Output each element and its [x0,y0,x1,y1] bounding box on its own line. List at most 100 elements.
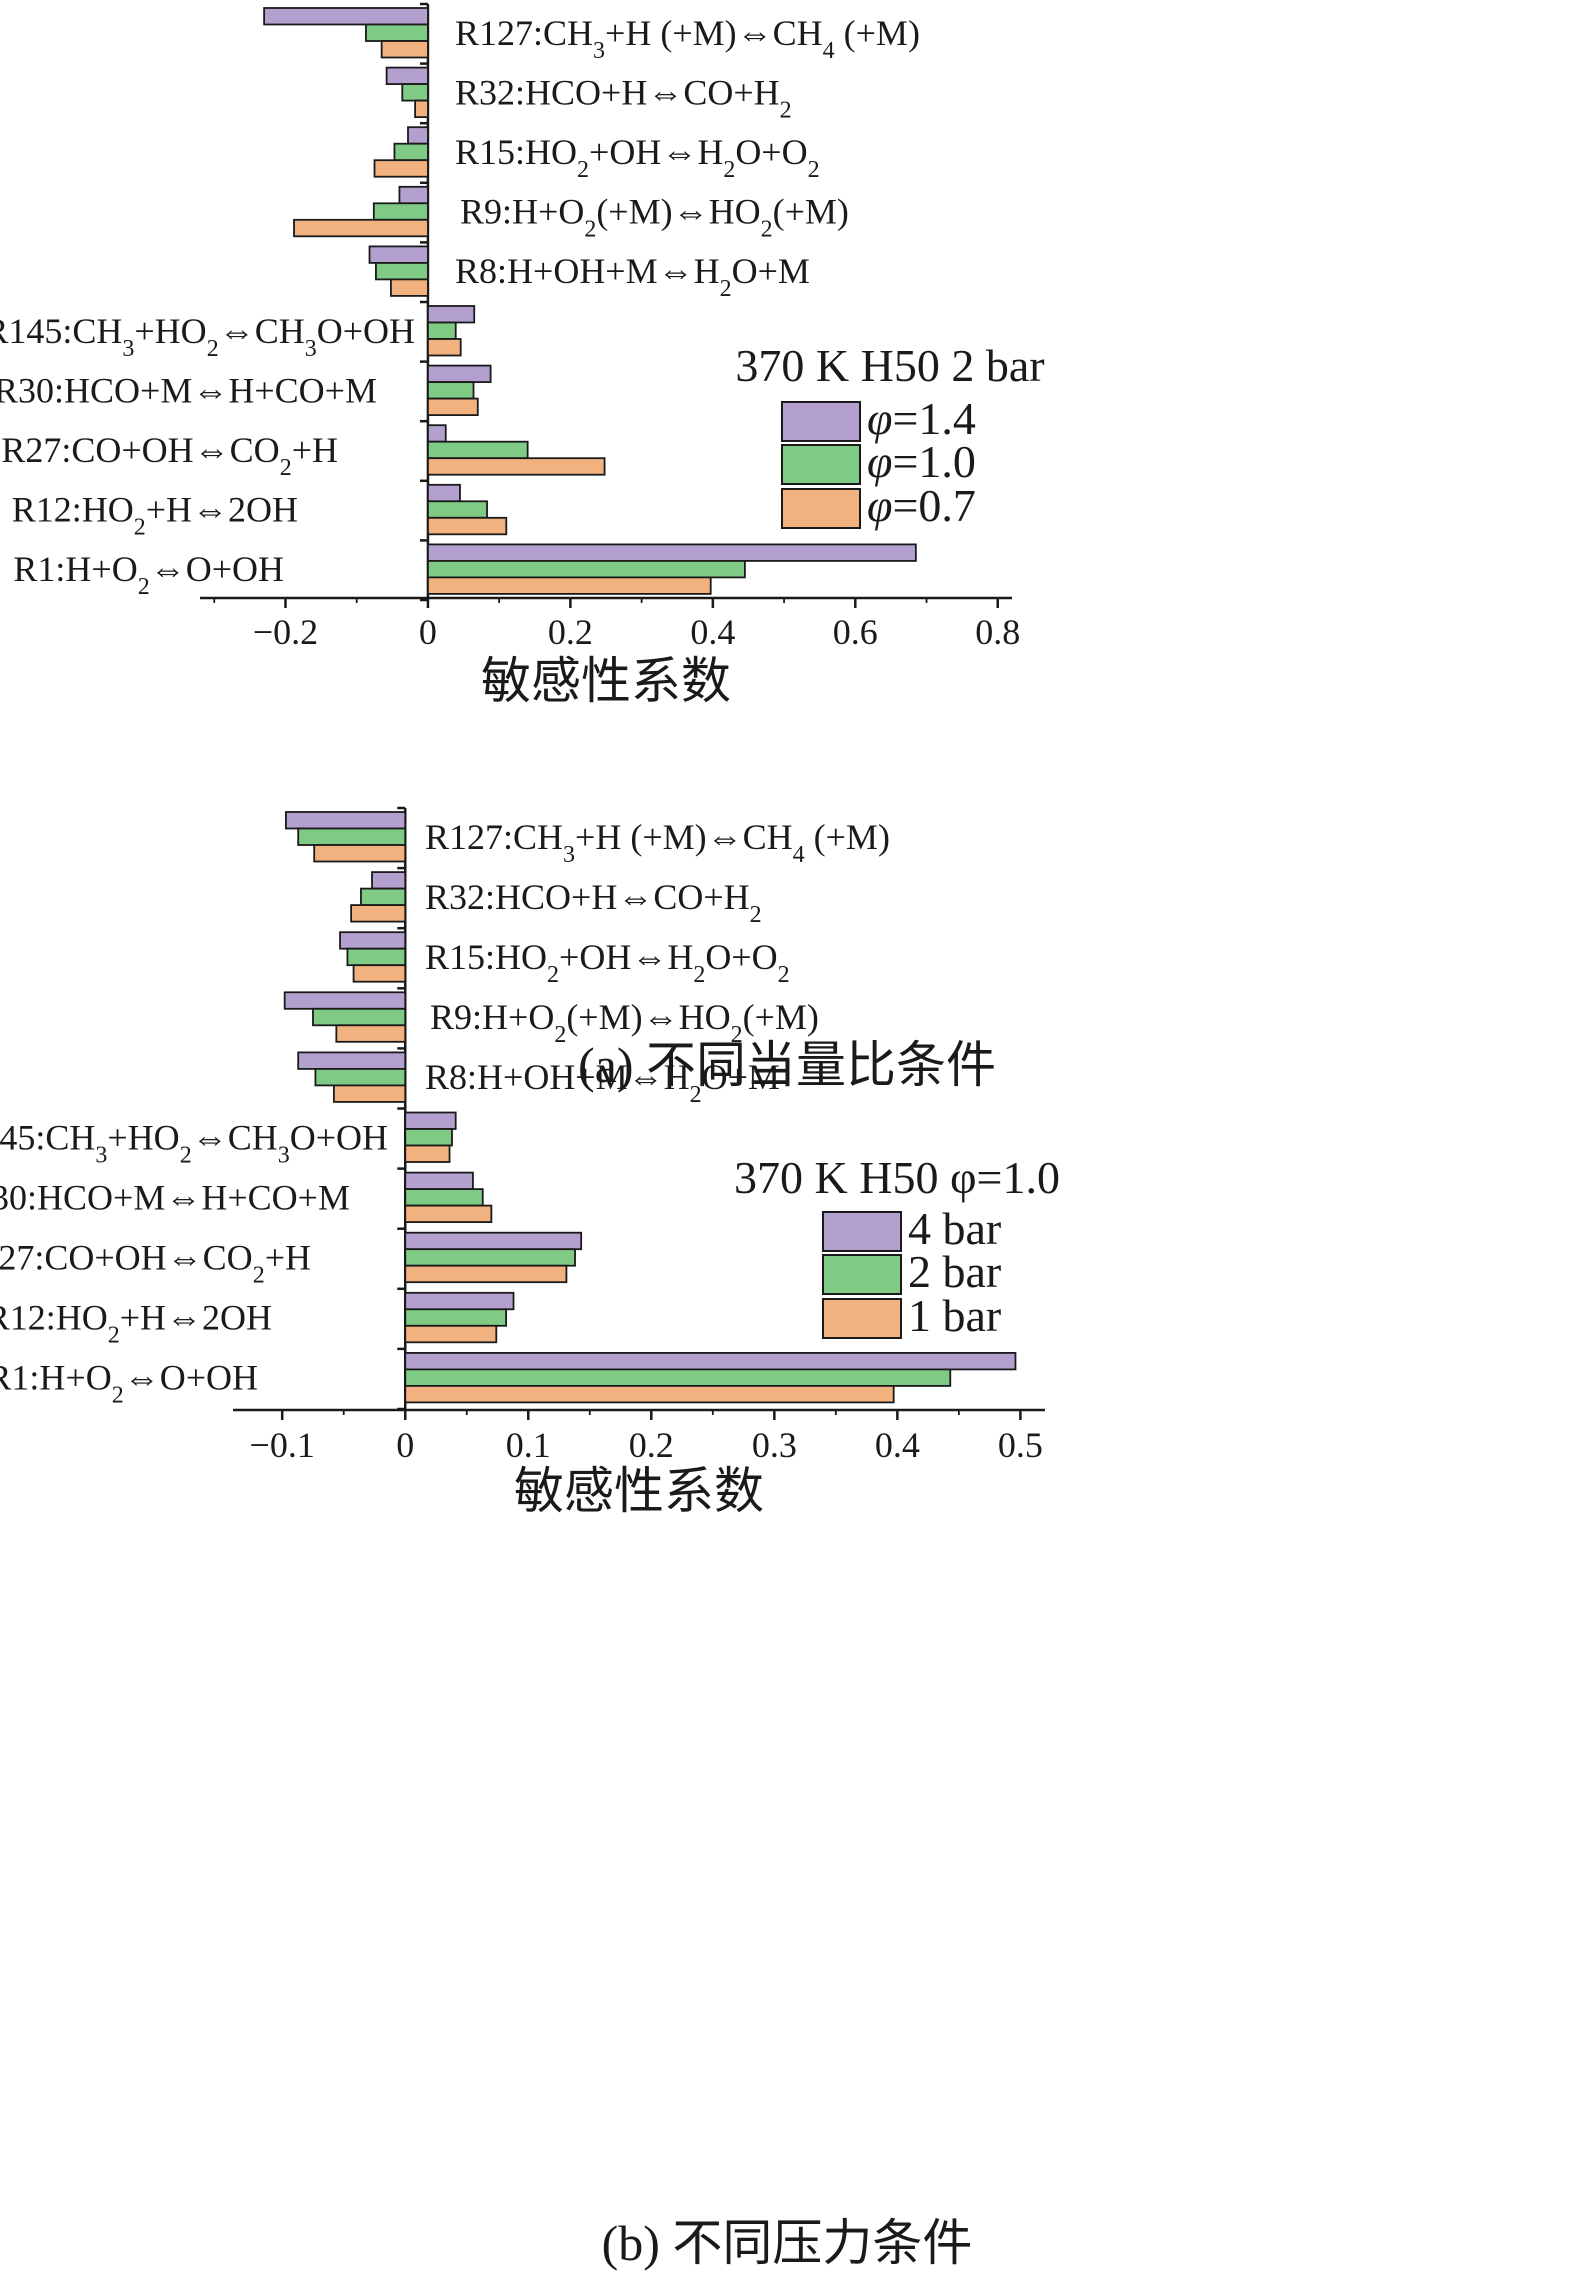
category-label: R9:H+O2(+M)⇔HO2(+M) [460,192,849,243]
legend-label: φ=0.7 [867,480,976,531]
bar-a-7-s1 [427,440,529,460]
bar-a-8-s0 [427,483,461,503]
category-label: R145:CH3+HO2⇔CH3O+OH [0,311,415,362]
category-label: R127:CH3+H (+M)⇔CH4 (+M) [455,13,920,64]
bar-b-5-s1 [404,1128,453,1147]
bar-a-5-s1 [427,321,457,340]
x-tick-label: 0.6 [833,612,878,652]
bar-b-6-s0 [404,1171,474,1190]
bar-a-0-s0 [263,7,429,26]
category-label: R32:HCO+H⇔CO+H2 [425,877,762,928]
category-label: R12:HO2+H⇔2OH [12,490,298,541]
bar-b-9-s1 [404,1368,952,1387]
bar-a-0-s2 [380,40,429,59]
x-tick-label: 0.5 [998,1425,1043,1465]
bar-a-6-s2 [427,397,479,417]
bar-a-1-s0 [385,66,429,85]
x-tick-label: 0.1 [506,1425,551,1465]
bar-b-8-s1 [404,1308,508,1327]
bar-b-1-s0 [371,871,407,890]
bar-b-5-s0 [404,1111,457,1130]
category-label: R8:H+OH+M⇔H2O+M [455,251,810,302]
x-tick-label: 0.3 [752,1425,797,1465]
bar-a-3-s0 [398,185,429,205]
x-tick-label: 0 [396,1425,414,1465]
bar-b-5-s2 [404,1144,451,1163]
category-label: R27:CO+OH⇔CO2+H [0,1237,311,1288]
bar-a-9-s1 [427,560,746,579]
x-tick-label: −0.1 [250,1425,315,1465]
category-label: R1:H+O2⇔O+OH [13,549,284,600]
category-label: R1:H+O2⇔O+OH [0,1358,258,1409]
legend-swatch [822,1211,902,1252]
bar-b-3-s2 [335,1024,407,1043]
category-label: R9:H+O2(+M)⇔HO2(+M) [430,997,819,1048]
x-tick-label: −0.2 [253,612,318,652]
x-tick-label: 0 [419,612,437,652]
bar-a-6-s1 [427,381,475,400]
bar-a-2-s0 [407,126,429,145]
bar-b-2-s2 [352,964,407,983]
bar-b-2-s0 [339,931,407,950]
category-label: R127:CH3+H (+M)⇔CH4 (+M) [425,817,890,868]
legend-label: φ=1.4 [867,393,976,444]
panel-a-chart: R127:CH3+H (+M)⇔CH4 (+M) R32:HCO+H⇔CO+H2 R… [0,2,1045,709]
bar-b-1-s2 [350,904,407,923]
bar-b-8-s0 [404,1291,515,1311]
x-tick-label: 0.4 [875,1425,920,1465]
bar-a-6-s0 [427,364,492,384]
category-label: R145:CH3+HO2⇔CH3O+OH [0,1117,388,1168]
category-label: R27:CO+OH⇔CO2+H [1,430,338,481]
bar-b-0-s1 [297,827,407,846]
bar-b-0-s2 [313,844,407,863]
bar-b-3-s1 [312,1007,407,1027]
legend-label: 2 bar [908,1246,1001,1297]
x-tick-label: 0.4 [690,612,735,652]
bar-b-4-s0 [297,1051,407,1070]
category-label: R12:HO2+H⇔2OH [0,1298,272,1349]
bar-b-6-s1 [404,1188,484,1207]
panel-a-caption: (a) 不同当量比条件 [578,1037,996,1093]
category-label: R30:HCO+M⇔H+CO+M [0,370,377,410]
bar-a-2-s1 [393,142,429,162]
x-tick-label: 0.2 [548,612,593,652]
x-axis-title: 敏感性系数 [481,653,731,709]
bar-b-6-s2 [404,1204,493,1223]
bar-b-9-s0 [404,1352,1017,1371]
bar-a-2-s2 [373,159,429,178]
bar-a-9-s2 [427,576,712,595]
legend-label: 4 bar [908,1203,1001,1254]
legend-swatch [822,1254,902,1295]
bar-a-1-s2 [414,99,429,118]
bar-b-7-s1 [404,1248,576,1267]
bar-a-3-s2 [293,218,429,238]
category-label: R15:HO2+OH⇔H2O+O2 [455,132,820,183]
bar-a-8-s2 [427,516,508,536]
legend-swatch [781,444,861,485]
legend-label: φ=1.0 [867,436,976,487]
bar-b-9-s2 [404,1385,895,1404]
bar-b-4-s2 [332,1084,407,1103]
panel-b-caption: (b) 不同压力条件 [602,2215,973,2271]
bar-a-5-s0 [427,305,476,324]
bar-b-2-s1 [346,947,407,967]
legend-title: 370 K H50 2 bar [735,340,1044,391]
bar-a-5-s2 [427,338,462,357]
category-label: R8:H+OH+M⇔H2O+M [425,1057,780,1108]
bar-b-7-s0 [404,1231,583,1251]
bar-b-7-s2 [404,1264,568,1284]
bar-a-4-s2 [389,278,429,297]
x-axis-title: 敏感性系数 [514,1463,764,1519]
bar-b-8-s2 [404,1324,498,1344]
legend-swatch [781,488,861,529]
bar-b-1-s1 [360,887,407,906]
panel-b-chart: R127:CH3+H (+M)⇔CH4 (+M) R32:HCO+H⇔CO+H2 R… [0,806,1060,1519]
bar-b-4-s1 [314,1068,407,1087]
bar-a-0-s1 [365,23,429,42]
bar-a-8-s1 [427,500,488,519]
bar-b-0-s0 [285,811,407,830]
bar-a-9-s0 [427,543,917,562]
legend-label: 1 bar [908,1290,1001,1341]
x-tick-label: 0.8 [975,612,1020,652]
